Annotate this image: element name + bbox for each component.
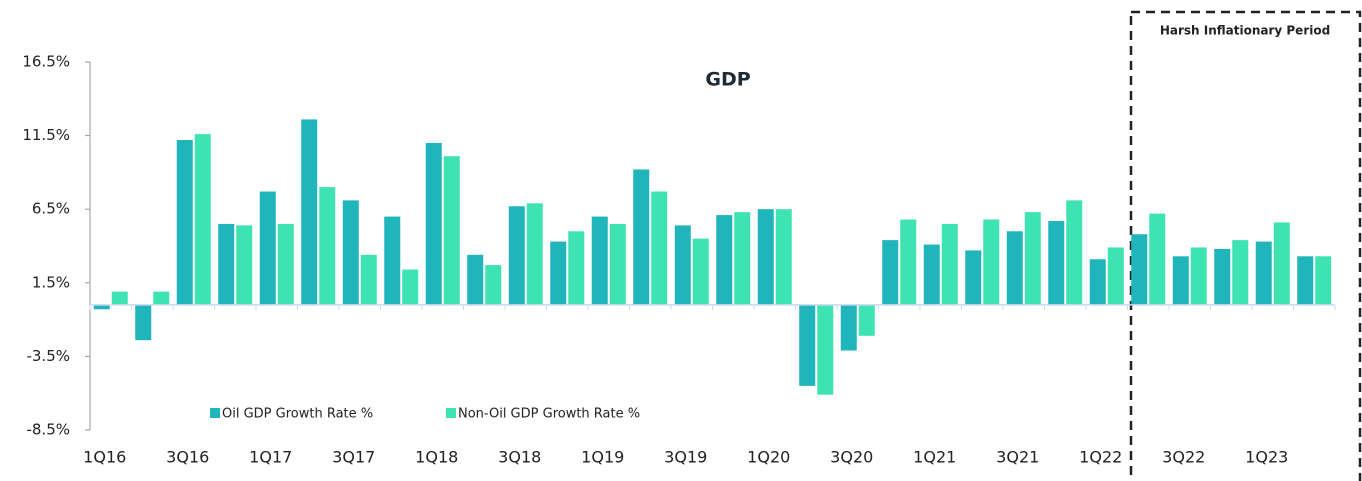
bar	[799, 304, 816, 386]
bar	[923, 244, 940, 305]
legend-label: Oil GDP Growth Rate %	[222, 407, 373, 422]
bar	[817, 304, 834, 395]
x-tick-label: 1Q23	[1245, 448, 1288, 467]
bar	[941, 223, 958, 305]
x-tick-label: 1Q17	[249, 448, 292, 467]
bar	[194, 134, 211, 305]
bar	[674, 225, 691, 305]
bar	[443, 156, 460, 305]
bar	[1149, 213, 1166, 305]
x-tick-label: 1Q19	[581, 448, 624, 467]
bar	[734, 212, 751, 305]
x-tick-label: 1Q21	[913, 448, 956, 467]
bar	[236, 225, 253, 305]
bar	[259, 191, 276, 305]
bar	[342, 200, 359, 305]
bar	[111, 291, 128, 305]
annotation: Harsh Inflationary Period	[1160, 24, 1330, 38]
bar	[1190, 247, 1207, 305]
y-tick-label: 1.5%	[32, 273, 70, 291]
bar	[757, 209, 774, 305]
bar	[840, 304, 857, 351]
bar	[153, 291, 170, 305]
legend-swatch	[446, 408, 456, 418]
bar	[1089, 259, 1106, 305]
y-tick-label: 6.5%	[32, 200, 70, 218]
legend-label: Non-Oil GDP Growth Rate %	[458, 407, 640, 422]
bar	[526, 203, 543, 305]
bar	[425, 142, 442, 305]
bar	[508, 206, 525, 305]
bar	[983, 219, 1000, 305]
bar	[651, 191, 668, 305]
x-tick-label: 3Q18	[498, 448, 541, 467]
x-tick-label: 3Q21	[996, 448, 1039, 467]
bar	[633, 169, 650, 305]
x-tick-label: 3Q17	[332, 448, 375, 467]
bar	[1006, 231, 1023, 305]
bar	[485, 265, 502, 305]
bar	[301, 119, 318, 305]
bar	[568, 231, 585, 305]
x-tick-label: 3Q19	[664, 448, 707, 467]
bar	[1315, 256, 1332, 305]
y-tick-label: -8.5%	[26, 421, 70, 439]
bar	[609, 223, 626, 305]
y-tick-label: -3.5%	[26, 347, 70, 365]
bar	[1214, 248, 1231, 305]
bar	[1232, 240, 1249, 305]
bar	[1255, 241, 1272, 305]
bar	[1107, 247, 1124, 305]
x-tick-label: 3Q16	[166, 448, 209, 467]
bar	[1273, 222, 1290, 305]
x-tick-label: 1Q20	[747, 448, 790, 467]
bar	[467, 254, 484, 305]
period-box	[1129, 10, 1362, 481]
bar	[775, 209, 792, 305]
bar	[965, 250, 982, 305]
y-tick-label: 16.5%	[22, 53, 70, 71]
legend-swatch	[210, 408, 220, 418]
bar	[93, 304, 110, 310]
x-tick-label: 3Q20	[830, 448, 873, 467]
bar	[402, 269, 419, 305]
bar	[135, 304, 152, 341]
x-tick-label: 3Q22	[1162, 448, 1205, 467]
bar	[1066, 200, 1083, 305]
x-tick-label: 1Q16	[83, 448, 126, 467]
bar	[1297, 256, 1314, 305]
bar	[1172, 256, 1189, 305]
bar	[1131, 234, 1148, 305]
bar	[319, 187, 336, 305]
bar	[591, 216, 608, 305]
bar	[1048, 220, 1065, 305]
bar	[277, 223, 294, 305]
bar	[900, 219, 917, 305]
bar	[858, 304, 875, 336]
bar	[218, 223, 235, 305]
bar	[176, 140, 193, 305]
bar	[716, 215, 733, 305]
chart-title: GDP	[705, 69, 750, 91]
bar	[692, 238, 709, 305]
x-tick-label: 1Q18	[415, 448, 458, 467]
bar	[360, 254, 377, 305]
bar	[384, 216, 401, 305]
x-tick-label: 1Q22	[1079, 448, 1122, 467]
bar	[1024, 212, 1041, 305]
bar	[550, 241, 567, 305]
bar	[882, 240, 899, 305]
y-tick-label: 11.5%	[22, 126, 70, 144]
